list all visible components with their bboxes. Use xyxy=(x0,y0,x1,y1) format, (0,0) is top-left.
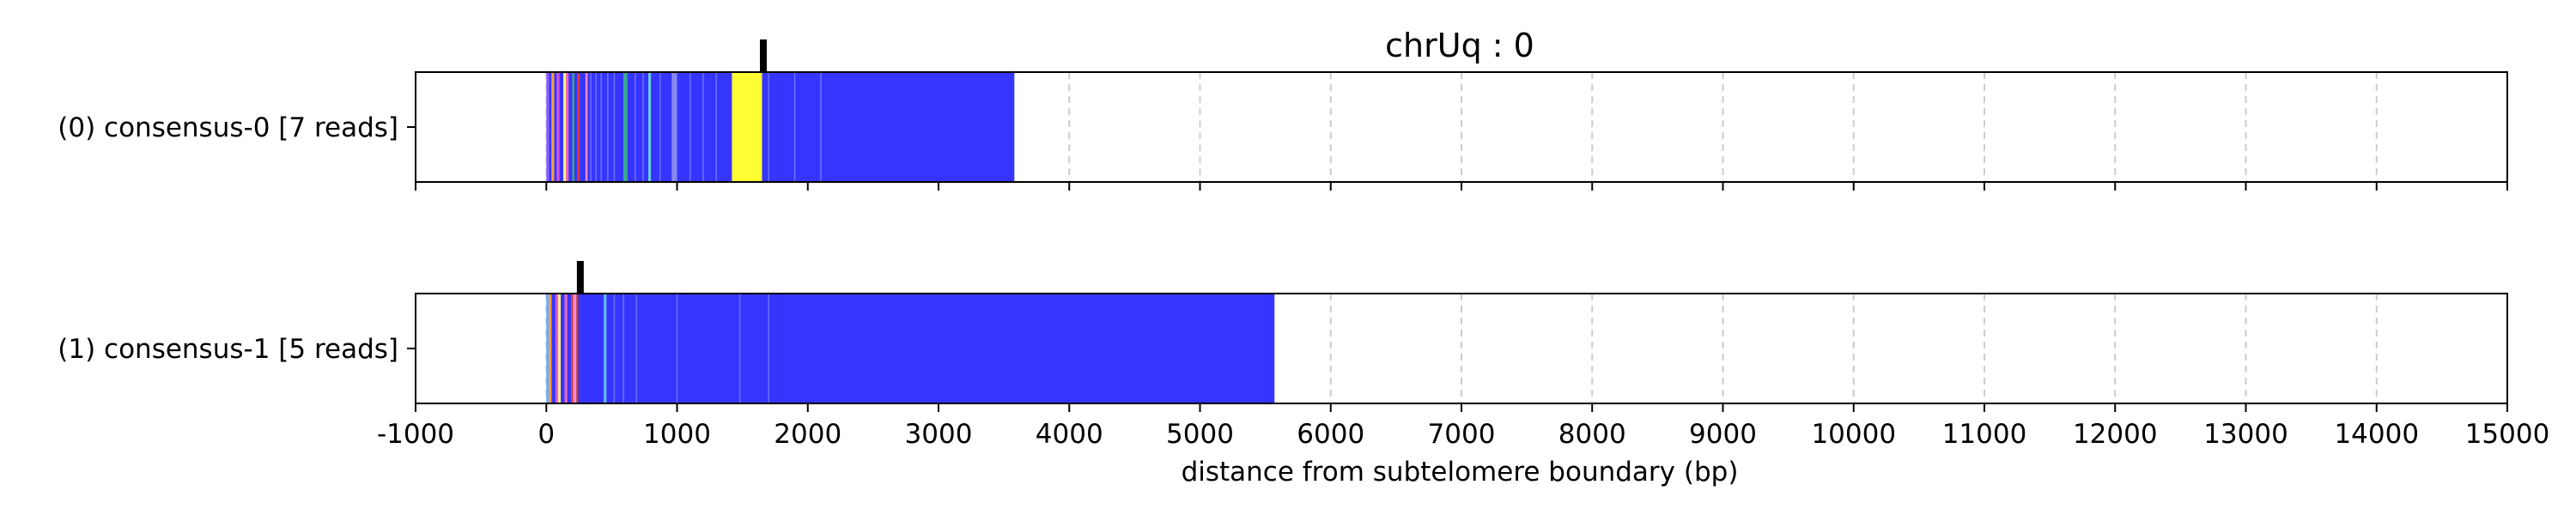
x-tick-label: 2000 xyxy=(774,419,841,450)
chart-title: chrUq : 0 xyxy=(1385,27,1534,64)
x-tick-label: 13000 xyxy=(2203,419,2288,450)
bar-segment xyxy=(648,72,651,182)
bar-segment xyxy=(554,72,556,182)
x-tick-label: 0 xyxy=(538,419,555,450)
bar-segment xyxy=(546,72,549,182)
x-axis-label: distance from subtelomere boundary (bp) xyxy=(1182,457,1739,488)
bar-segment xyxy=(732,72,762,182)
bar-segment xyxy=(586,72,587,182)
bar-segment xyxy=(571,294,573,403)
x-tick-label: 5000 xyxy=(1166,419,1234,450)
bar-segment xyxy=(606,294,1274,403)
bar-segment xyxy=(568,72,573,182)
boundary-marker xyxy=(577,261,584,294)
x-tick-label: 10000 xyxy=(1811,419,1896,450)
series-label: (0) consensus-0 [7 reads] xyxy=(58,112,398,143)
bar-segment xyxy=(551,72,554,182)
axis-layer: (0) consensus-0 [7 reads] (1) consensus-1… xyxy=(58,39,2549,450)
bar-segment xyxy=(604,294,606,403)
bar-segment xyxy=(576,294,578,403)
bar-segment xyxy=(561,294,565,403)
boundary-marker xyxy=(760,39,767,72)
x-tick-label: 14000 xyxy=(2334,419,2419,450)
bar-segment xyxy=(677,72,732,182)
x-tick-label: 11000 xyxy=(1942,419,2027,450)
x-tick-label: 15000 xyxy=(2465,419,2550,450)
bar-layer xyxy=(546,72,1274,403)
bar-segment xyxy=(651,72,671,182)
x-tick-label: 8000 xyxy=(1558,419,1626,450)
bar-segment xyxy=(549,72,551,182)
bar-segment xyxy=(556,72,559,182)
bar-segment xyxy=(558,294,561,403)
x-tick-label: 6000 xyxy=(1297,419,1364,450)
bar-segment xyxy=(587,72,623,182)
x-tick-label: 12000 xyxy=(2073,419,2158,450)
bar-segment xyxy=(762,72,1014,182)
bar-segment xyxy=(546,294,549,403)
x-tick-label: 1000 xyxy=(643,419,711,450)
bar-segment xyxy=(568,294,572,403)
bar-segment xyxy=(579,294,605,403)
bar-segment xyxy=(573,72,574,182)
bar-segment xyxy=(628,72,648,182)
series-label: (1) consensus-1 [5 reads] xyxy=(58,334,398,365)
bar-segment xyxy=(574,72,578,182)
x-tick-label: 3000 xyxy=(905,419,973,450)
bar-segment xyxy=(623,72,628,182)
bar-segment xyxy=(580,72,586,182)
bar-segment xyxy=(556,294,558,403)
bar-segment xyxy=(559,72,563,182)
bar-segment xyxy=(565,294,568,403)
bar-segment xyxy=(566,72,568,182)
bar-segment xyxy=(578,72,580,182)
x-tick-label: 9000 xyxy=(1689,419,1757,450)
bar-segment xyxy=(671,72,677,182)
bar-segment xyxy=(549,294,551,403)
bar-segment xyxy=(551,294,556,403)
bar-segment xyxy=(573,294,576,403)
x-tick-label: 4000 xyxy=(1036,419,1103,450)
bar-segment xyxy=(563,72,566,182)
x-tick-label: -1000 xyxy=(377,419,454,450)
x-tick-label: 7000 xyxy=(1428,419,1496,450)
